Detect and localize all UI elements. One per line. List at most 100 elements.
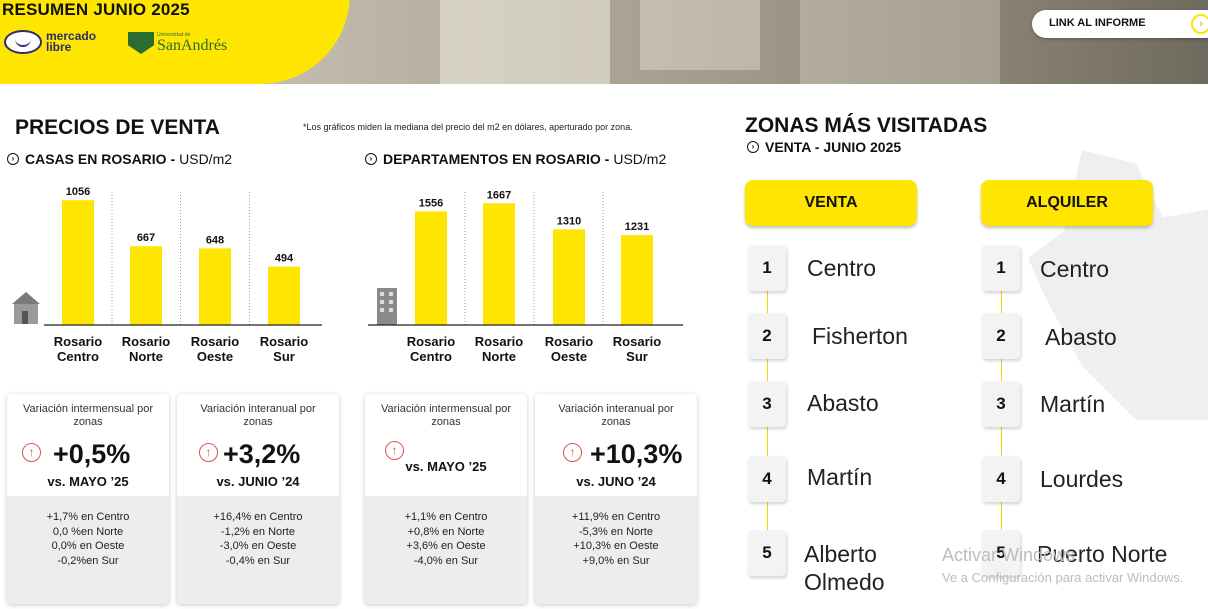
zone-name: Puerto Norte [1037, 541, 1168, 567]
tick-label: Sur [626, 349, 648, 364]
tick-label: Oeste [197, 349, 233, 364]
rank-number: 2 [982, 313, 1020, 359]
rank-number: 5 [982, 530, 1020, 576]
variation-card: Variación intermensual por zonas ↑ +0,5%… [7, 394, 169, 604]
card-label: Variación interanual por zonas [200, 403, 316, 428]
zone-name: Centro [1040, 256, 1110, 282]
building-photo-2 [640, 0, 760, 70]
card-label: Variación intermensual por zonas [22, 403, 154, 428]
zone-name: Centro [807, 255, 877, 281]
san-andres-logo-small: Universidad de [157, 31, 191, 38]
tick-label: Centro [57, 349, 99, 364]
zone-name: Martín [1040, 391, 1106, 417]
detail-line: +3,6% en Oeste [406, 540, 486, 552]
house-icon [12, 292, 40, 324]
bar [553, 229, 585, 325]
deptos-bar-chart: 1556RosarioCentro1667RosarioNorte1310Ros… [368, 189, 683, 364]
tick-label: Rosario [475, 334, 523, 349]
data-label: 1667 [487, 189, 511, 201]
tick-label: Norte [129, 349, 163, 364]
tick-label: Oeste [551, 349, 587, 364]
zone-name: Alberto Olmedo [804, 541, 885, 595]
data-label: 648 [206, 234, 224, 246]
arrow-up-icon: ↑ [563, 443, 582, 462]
card-label: Variación intermensual por zonas [380, 403, 512, 428]
card-percentage: +3,2% [223, 439, 301, 469]
page-title: RESUMEN JUNIO 2025 [2, 0, 190, 19]
bar [483, 203, 515, 325]
data-label: 494 [275, 253, 294, 265]
building-photo-3 [800, 0, 1000, 84]
building-icon [377, 288, 397, 325]
bar [199, 248, 231, 325]
data-label: 1056 [66, 186, 90, 198]
tick-label: Rosario [407, 334, 455, 349]
detail-line: -4,0% en Sur [413, 554, 479, 567]
link-report-button[interactable]: LINK AL INFORME › [1032, 10, 1208, 38]
bar [415, 211, 447, 325]
zones-subtitle: VENTA - JUNIO 2025 [765, 139, 902, 155]
zone-name: Abasto [807, 390, 879, 416]
card-details: +16,4% en Centro -1,2% en Norte -3,0% en… [177, 510, 339, 568]
detail-line: +16,4% en Centro [213, 511, 303, 523]
zone-name: Lourdes [1040, 466, 1124, 492]
rank-number: 5 [748, 530, 786, 576]
card-details: +1,7% en Centro 0,0 %en Norte 0,0% en Oe… [7, 510, 169, 568]
arrow-up-icon: ↑ [199, 443, 218, 462]
venta-pill: VENTA [745, 180, 917, 226]
rank-number: 4 [982, 456, 1020, 502]
card-details: +1,1% en Centro +0,8% en Norte +3,6% en … [365, 510, 527, 568]
rank-number: 4 [748, 456, 786, 502]
san-andres-logo: Universidad de SanAndrés [128, 32, 227, 54]
data-label: 1231 [625, 221, 649, 233]
sales-note: *Los gráficos miden la mediana del preci… [303, 122, 633, 132]
tick-label: Rosario [613, 334, 661, 349]
tick-label: Norte [482, 349, 516, 364]
arrow-up-icon: ↑ [385, 441, 404, 460]
rank-number: 3 [748, 381, 786, 427]
detail-line: +1,7% en Centro [46, 511, 130, 523]
card-details: +11,9% en Centro -5,3% en Norte +10,3% e… [535, 510, 697, 568]
arrow-up-icon: ↑ [22, 443, 41, 462]
zone-name: Martín [807, 464, 873, 490]
tick-label: Rosario [54, 334, 102, 349]
bar [621, 235, 653, 325]
header-banner: RESUMEN JUNIO 2025 mercado libre Univers… [0, 0, 1208, 84]
card-percentage: +10,3% [590, 439, 683, 469]
tick-label: Rosario [122, 334, 170, 349]
detail-line: +11,9% en Centro [571, 511, 661, 523]
arrow-circle-icon: › [747, 141, 759, 153]
deptos-title: DEPARTAMENTOS EN ROSARIO - [383, 151, 610, 167]
detail-line: -1,2% en Norte [221, 525, 295, 538]
zones-subtitle-row: › VENTA - JUNIO 2025 [747, 139, 901, 155]
san-andres-logo-big: SanAndrés [157, 36, 228, 54]
alquiler-pill: ALQUILER [981, 180, 1153, 226]
deptos-unit: USD/m2 [613, 151, 667, 167]
tick-label: Rosario [191, 334, 239, 349]
detail-line: 0,0 %en Norte [52, 525, 124, 538]
header-yellow-shape [0, 0, 350, 84]
windows-watermark-title: Activar Windows [942, 545, 1076, 565]
detail-line: +9,0% en Sur [582, 554, 650, 567]
variation-card: Variación intermensual por zonas ↑ vs. M… [365, 394, 527, 604]
arrow-right-icon: › [1191, 14, 1208, 34]
detail-line: -0,4% en Sur [225, 554, 291, 567]
rank-number: 3 [982, 381, 1020, 427]
sales-title: PRECIOS DE VENTA [15, 116, 220, 139]
zones-title: ZONAS MÁS VISITADAS [745, 114, 988, 137]
data-label: 667 [137, 232, 155, 244]
casas-subtitle: › CASAS EN ROSARIO - USD/m2 [7, 151, 232, 167]
tick-label: Rosario [545, 334, 593, 349]
rank-number: 2 [748, 313, 786, 359]
zone-name: Abasto [1045, 324, 1117, 350]
detail-line: +0,8% en Norte [407, 525, 485, 538]
detail-line: -5,3% en Norte [579, 525, 653, 538]
card-comparison: vs. JUNO ’24 [576, 474, 656, 489]
card-comparison: vs. JUNIO ’24 [216, 474, 300, 489]
bar [268, 266, 300, 325]
link-report-label: LINK AL INFORME [1049, 17, 1146, 29]
variation-card: Variación interanual por zonas ↑ +10,3% … [535, 394, 697, 604]
casas-title: CASAS EN ROSARIO - [25, 151, 176, 167]
casas-unit: USD/m2 [179, 151, 233, 167]
deptos-subtitle: › DEPARTAMENTOS EN ROSARIO - USD/m2 [365, 151, 666, 167]
